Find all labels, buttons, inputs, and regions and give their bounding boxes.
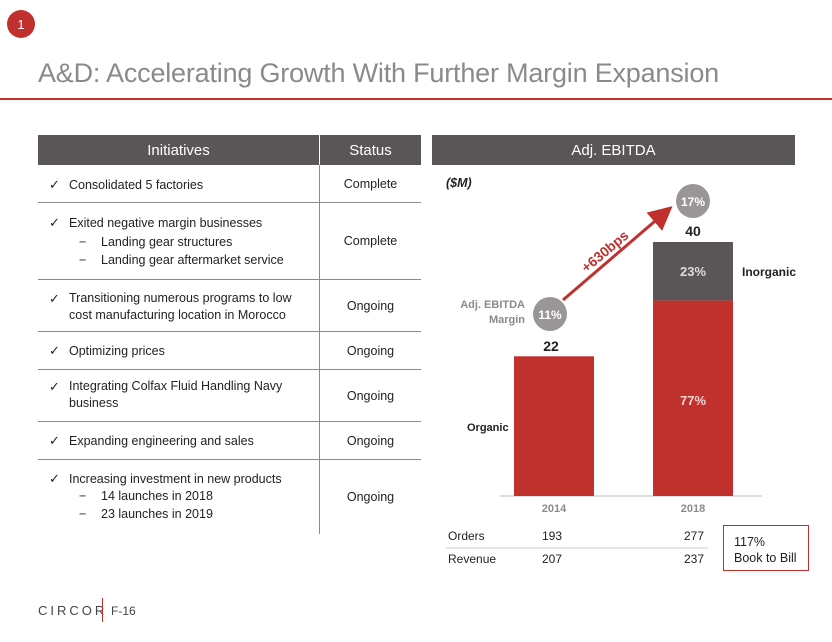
initiative-cell: ✓ Optimizing prices [38,332,320,369]
initiative-cell: ✓ Integrating Colfax Fluid Handling Navy… [38,370,320,421]
segment-label-inorganic-2018: 23% [680,264,706,279]
dash-icon: − [79,253,87,267]
margin-axis-label-line2: Margin [489,314,525,326]
check-icon: ✓ [49,177,60,192]
sub-item-text: 23 launches in 2019 [101,507,213,521]
title-divider [0,98,832,100]
sub-item-text: 14 launches in 2018 [101,489,213,503]
table-row: ✓ Optimizing prices Ongoing [38,332,421,370]
bar-organic-2018 [653,300,733,496]
table-row: ✓ Transitioning numerous programs to low… [38,280,421,332]
sub-item: −23 launches in 2019 [79,505,213,523]
dash-icon: − [79,489,87,503]
status-cell: Complete [343,234,398,248]
check-icon: ✓ [49,379,60,394]
metric-orders-2018: 277 [684,529,704,543]
table-row: ✓ Exited negative margin businesses − Lan… [38,203,421,280]
initiative-text: Transitioning numerous programs to low c… [69,291,292,322]
margin-axis-label-line1: Adj. EBITDA [460,299,525,311]
segment-label-organic-2018: 77% [680,393,706,408]
initiative-text: Exited negative margin businesses [69,216,263,230]
table-row: ✓ Increasing investment in new products … [38,460,421,534]
tick-label-2018: 2018 [681,503,705,515]
initiative-text: Consolidated 5 factories [69,178,204,192]
sub-item: − Landing gear structures [79,233,232,251]
legend-inorganic: Inorganic [742,265,796,279]
page-title: A&D: Accelerating Growth With Further Ma… [38,58,719,88]
header-initiatives: Initiatives [38,135,320,165]
chart-unit-label: ($M) [446,176,472,190]
margin-value-2018: 17% [681,195,705,209]
dash-icon: − [79,235,87,249]
status-cell: Ongoing [346,388,395,403]
initiative-cell: ✓ Exited negative margin businesses − Lan… [38,203,320,279]
margin-value-2014: 11% [538,308,562,322]
sub-item-text: Landing gear aftermarket service [101,253,284,267]
initiative-cell: ✓ Transitioning numerous programs to low… [38,280,320,331]
margin-circle-2014 [533,297,567,331]
slide-number-badge: 1 [7,10,35,38]
status-cell: Ongoing [346,490,395,504]
initiative-text: Optimizing prices [69,344,165,358]
metric-label-revenue: Revenue [448,552,496,566]
check-icon: ✓ [49,471,60,486]
status-cell: Ongoing [346,343,395,358]
check-icon: ✓ [49,433,60,448]
dash-icon: − [79,507,87,521]
table-row: ✓ Expanding engineering and sales Ongoin… [38,422,421,460]
metric-revenue-2014: 207 [542,552,562,566]
book-to-bill-box: 117% Book to Bill [723,525,809,571]
check-icon: ✓ [49,291,60,306]
footer-divider [102,598,103,622]
metric-label-orders: Orders [448,529,485,543]
initiative-text: Integrating Colfax Fluid Handling Navy b… [69,379,283,410]
initiative-text: Increasing investment in new products [69,472,282,486]
tick-label-2014: 2014 [542,503,567,515]
company-logo: CIRCOR [38,603,108,618]
table-row: ✓ Integrating Colfax Fluid Handling Navy… [38,370,421,422]
check-icon: ✓ [49,215,60,230]
initiative-text: Expanding engineering and sales [69,434,254,448]
change-label: +630bps [578,227,632,276]
status-cell: Complete [343,176,398,191]
sub-item: − Landing gear aftermarket service [79,251,284,269]
book-to-bill-value: 117% [734,535,766,549]
table-row: ✓ Consolidated 5 factories Complete [38,165,421,203]
bars-group [514,242,733,496]
status-cell: Ongoing [346,298,395,313]
sub-item: −14 launches in 2018 [79,487,213,505]
legend-organic: Organic [467,422,509,434]
total-label-2018: 40 [685,223,701,239]
initiative-cell: ✓ Increasing investment in new products … [38,460,320,534]
metric-revenue-2018: 237 [684,552,704,566]
chart-title: Adj. EBITDA [432,135,795,165]
metric-orders-2014: 193 [542,529,562,543]
status-cell: Ongoing [346,433,395,448]
bar-inorganic-2018 [653,242,733,301]
initiative-cell: ✓ Consolidated 5 factories [38,165,320,202]
book-to-bill-label: Book to Bill [734,551,797,565]
initiative-cell: ✓ Expanding engineering and sales [38,422,320,459]
header-status: Status [349,141,392,159]
page-number: F-16 [111,604,136,618]
bar-organic-2014 [514,356,594,496]
margin-circle-2018 [676,184,710,218]
initiatives-table-header: Initiatives Status [38,135,421,165]
check-icon: ✓ [49,343,60,358]
margin-arrow [562,206,673,302]
slide-number: 1 [17,16,25,32]
total-label-2014: 22 [543,338,559,354]
sub-item-text: Landing gear structures [101,235,233,249]
